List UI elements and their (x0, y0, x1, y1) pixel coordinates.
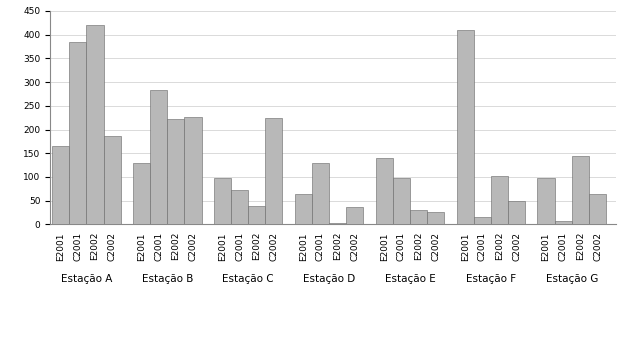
Bar (86, 25, 104, 224)
Bar (184, 117, 201, 224)
Bar (537, 178, 555, 224)
Bar (346, 207, 364, 224)
Bar (457, 30, 474, 224)
Bar (491, 176, 508, 224)
Bar (214, 178, 231, 224)
Bar (329, 223, 346, 224)
Bar (167, 119, 184, 224)
Text: Estação E: Estação E (384, 274, 435, 284)
Bar (555, 221, 572, 224)
Text: Estação B: Estação B (142, 274, 193, 284)
Bar (427, 212, 444, 224)
Bar (589, 194, 606, 224)
Bar (265, 118, 282, 224)
Bar (376, 158, 393, 224)
Bar (410, 210, 427, 224)
Text: Estação A: Estação A (60, 274, 112, 284)
Bar (150, 90, 167, 224)
Text: Estação D: Estação D (303, 274, 355, 284)
Text: Estação G: Estação G (545, 274, 598, 284)
Bar (231, 190, 248, 224)
Bar (248, 206, 265, 224)
Bar (69, 42, 86, 224)
Bar (474, 217, 491, 224)
Bar (295, 194, 312, 224)
Bar (572, 156, 589, 224)
Bar (393, 178, 410, 224)
Bar (508, 201, 525, 224)
Bar (52, 146, 69, 224)
Text: Estação C: Estação C (223, 274, 274, 284)
Bar (133, 163, 150, 224)
Bar (104, 136, 121, 224)
Text: Estação F: Estação F (466, 274, 516, 284)
Bar (312, 163, 329, 224)
